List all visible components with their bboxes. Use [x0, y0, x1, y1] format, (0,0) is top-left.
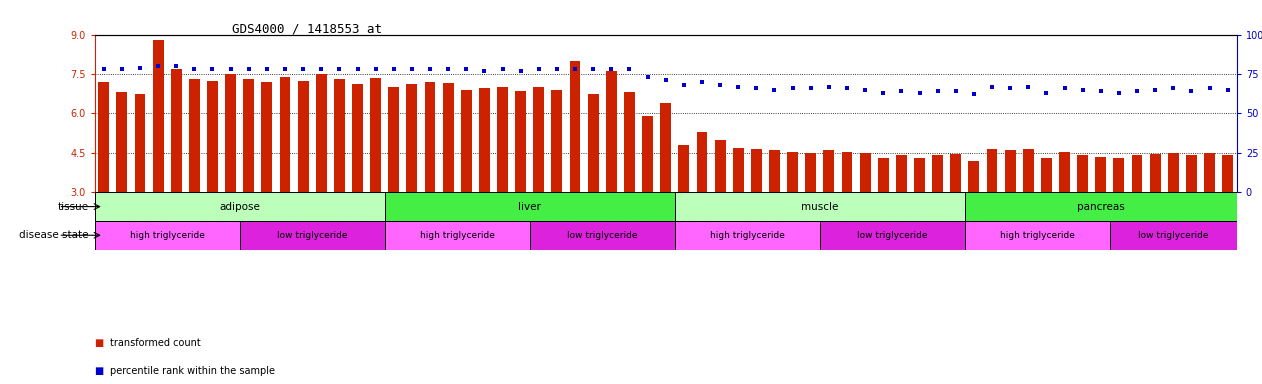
Bar	[385, 192, 675, 221]
Bar	[1005, 150, 1016, 192]
Bar	[389, 87, 399, 192]
Bar	[878, 158, 888, 192]
Text: high triglyceride: high triglyceride	[1000, 231, 1075, 240]
Text: tissue: tissue	[57, 202, 88, 212]
Bar	[98, 82, 109, 192]
Bar	[751, 149, 762, 192]
Bar	[968, 161, 979, 192]
Bar	[334, 79, 345, 192]
Bar	[135, 94, 145, 192]
Text: ■: ■	[95, 366, 107, 376]
Bar	[551, 90, 563, 192]
Bar	[697, 132, 708, 192]
Bar	[933, 156, 943, 192]
Bar	[823, 150, 834, 192]
Bar	[820, 221, 965, 250]
Bar	[1132, 156, 1142, 192]
Bar	[660, 103, 671, 192]
Bar	[1223, 156, 1233, 192]
Text: high triglyceride: high triglyceride	[709, 231, 785, 240]
Bar	[1150, 154, 1161, 192]
Bar	[443, 83, 453, 192]
Bar	[896, 156, 907, 192]
Bar	[461, 90, 472, 192]
Bar	[244, 79, 254, 192]
Bar	[240, 221, 385, 250]
Bar	[805, 153, 817, 192]
Bar	[497, 87, 509, 192]
Bar	[859, 153, 871, 192]
Bar	[987, 149, 997, 192]
Text: liver: liver	[519, 202, 541, 212]
Bar	[385, 221, 530, 250]
Bar	[116, 93, 127, 192]
Bar	[965, 192, 1237, 221]
Bar	[950, 154, 962, 192]
Bar	[606, 71, 617, 192]
Bar	[298, 81, 309, 192]
Bar	[1022, 149, 1034, 192]
Bar	[675, 221, 820, 250]
Bar	[733, 147, 743, 192]
Bar	[675, 192, 965, 221]
Bar	[623, 93, 635, 192]
Text: percentile rank within the sample: percentile rank within the sample	[110, 366, 275, 376]
Text: high triglyceride: high triglyceride	[420, 231, 495, 240]
Bar	[1078, 156, 1088, 192]
Bar	[370, 78, 381, 192]
Text: muscle: muscle	[801, 202, 838, 212]
Text: adipose: adipose	[220, 202, 260, 212]
Bar	[588, 94, 598, 192]
Bar	[480, 88, 490, 192]
Bar	[679, 145, 689, 192]
Bar	[569, 61, 581, 192]
Bar	[534, 87, 544, 192]
Bar	[1059, 152, 1070, 192]
Bar	[714, 140, 726, 192]
Bar	[530, 221, 675, 250]
Text: low triglyceride: low triglyceride	[276, 231, 347, 240]
Text: pancreas: pancreas	[1076, 202, 1124, 212]
Text: GDS4000 / 1418553_at: GDS4000 / 1418553_at	[232, 22, 381, 35]
Bar	[352, 84, 363, 192]
Bar	[1167, 153, 1179, 192]
Bar	[1204, 153, 1215, 192]
Bar	[769, 150, 780, 192]
Text: transformed count: transformed count	[110, 338, 201, 348]
Bar	[280, 77, 290, 192]
Text: low triglyceride: low triglyceride	[1138, 231, 1209, 240]
Text: high triglyceride: high triglyceride	[130, 231, 204, 240]
Bar	[965, 221, 1109, 250]
Bar	[95, 192, 385, 221]
Bar	[424, 82, 435, 192]
Bar	[914, 158, 925, 192]
Text: low triglyceride: low triglyceride	[567, 231, 637, 240]
Bar	[1113, 158, 1124, 192]
Text: disease state: disease state	[19, 230, 88, 240]
Bar	[642, 116, 652, 192]
Bar	[153, 40, 164, 192]
Bar	[316, 74, 327, 192]
Bar	[95, 221, 240, 250]
Bar	[261, 82, 273, 192]
Bar	[170, 69, 182, 192]
Bar	[787, 152, 798, 192]
Bar	[225, 74, 236, 192]
Bar	[207, 81, 218, 192]
Text: ■: ■	[95, 338, 107, 348]
Bar	[515, 91, 526, 192]
Bar	[1186, 156, 1196, 192]
Bar	[1041, 158, 1051, 192]
Bar	[842, 152, 852, 192]
Text: low triglyceride: low triglyceride	[857, 231, 928, 240]
Bar	[1095, 157, 1107, 192]
Bar	[189, 79, 199, 192]
Bar	[406, 84, 418, 192]
Bar	[1109, 221, 1237, 250]
